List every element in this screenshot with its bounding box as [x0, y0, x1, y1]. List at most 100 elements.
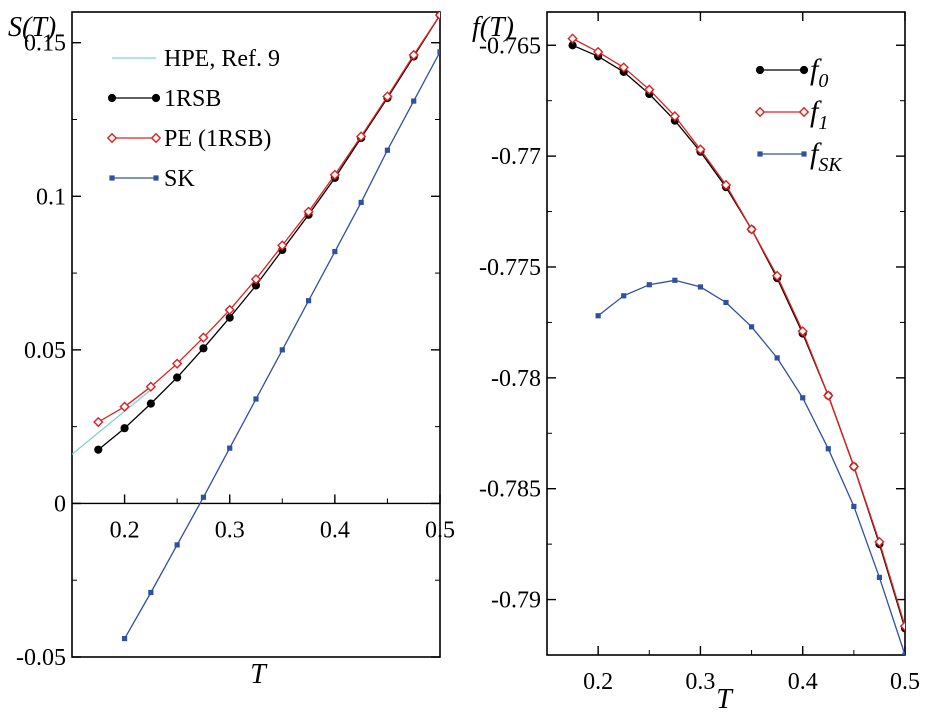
series-f1: [567, 33, 905, 632]
y-tick-label: -0.765: [479, 33, 541, 59]
legend-marker: [801, 151, 807, 157]
legend-label: 1RSB: [164, 86, 221, 112]
x-tick-label: 0.4: [320, 517, 350, 543]
data-point: [720, 179, 732, 191]
y-axis-title: f(T): [472, 12, 514, 43]
data-point: [279, 347, 285, 353]
x-tick-label: 0.3: [685, 669, 715, 695]
data-point: [899, 620, 905, 632]
y-axis-title: S(T): [8, 12, 56, 43]
y-tick-label: -0.79: [491, 588, 541, 614]
data-point: [277, 240, 288, 251]
data-point: [227, 445, 233, 451]
legend-label: fSK: [810, 137, 843, 176]
data-point: [411, 98, 417, 104]
series-line: [572, 38, 905, 627]
y-tick-label: 0.05: [24, 338, 66, 364]
data-point: [851, 503, 857, 510]
data-point: [800, 395, 806, 401]
data-point: [621, 293, 627, 299]
data-point: [774, 355, 780, 361]
legend-marker: [107, 93, 117, 103]
data-point: [669, 111, 681, 122]
x-tick-label: 0.5: [890, 669, 920, 695]
series-line: [97, 14, 440, 451]
y-tick-label: -0.775: [479, 255, 541, 281]
data-point: [723, 299, 729, 306]
data-point: [148, 589, 154, 596]
data-point: [797, 326, 808, 337]
legend-marker: [799, 65, 809, 75]
data-point: [697, 284, 704, 290]
data-point: [173, 373, 182, 382]
x-tick-label: 0.2: [110, 517, 140, 543]
data-point: [253, 396, 259, 402]
data-point: [224, 304, 235, 316]
legend-label: SK: [164, 166, 195, 192]
y-tick-label: -0.78: [491, 366, 541, 392]
data-point: [174, 542, 180, 548]
x-tick-label: 0.5: [425, 517, 455, 543]
data-point: [250, 274, 262, 285]
data-point: [695, 144, 706, 155]
data-point: [902, 652, 905, 655]
y-tick-label: -0.785: [479, 477, 541, 503]
legend-marker: [757, 151, 763, 157]
data-point: [592, 46, 604, 58]
y-tick-label: 0.1: [36, 184, 66, 210]
data-point: [358, 199, 364, 206]
legend-marker: [109, 175, 115, 181]
data-point: [748, 324, 755, 330]
data-point: [145, 381, 157, 392]
legend-marker: [755, 65, 765, 75]
plot-frame: [71, 11, 441, 658]
data-point: [199, 344, 208, 353]
data-point: [874, 536, 885, 548]
data-point: [848, 461, 860, 472]
series-pe-1rsb-: [93, 12, 440, 428]
data-point: [355, 131, 367, 142]
x-axis-title: T: [250, 659, 268, 690]
data-point: [771, 270, 783, 282]
data-point: [119, 401, 130, 412]
y-tick-label: 0: [54, 491, 66, 517]
data-point: [332, 248, 338, 255]
legend-label: PE (1RSB): [164, 126, 271, 152]
data-point: [171, 358, 183, 369]
data-point: [305, 298, 312, 304]
data-point: [93, 416, 104, 428]
y-tick-label: -0.05: [16, 645, 66, 671]
data-point: [644, 84, 655, 95]
data-point: [825, 446, 831, 452]
data-point: [567, 33, 578, 44]
data-point: [382, 91, 393, 102]
data-point: [120, 424, 129, 433]
data-point: [434, 12, 440, 21]
data-point: [384, 147, 391, 153]
data-point: [595, 313, 601, 319]
data-point: [823, 390, 834, 401]
y-tick-label: -0.77: [491, 144, 541, 170]
legend-marker: [798, 106, 810, 118]
series-fsk: [595, 277, 905, 655]
data-point: [329, 169, 341, 180]
data-point: [198, 332, 209, 343]
x-tick-label: 0.4: [788, 669, 818, 695]
data-point: [437, 49, 440, 55]
legend: HPE, Ref. 9 1RSB PE (1RSB) SK: [106, 46, 280, 192]
legend-marker: [153, 175, 159, 181]
data-point: [746, 224, 757, 235]
legend-marker: [151, 93, 161, 103]
legend-marker: [754, 106, 766, 118]
data-point: [618, 62, 629, 73]
chart-panel-1: 0.2 0.3 0.4 0.5 -0.05 0 0.05 0.1 0.15S(T) T HPE, R…: [8, 11, 455, 690]
data-point: [303, 206, 314, 217]
series-f0: [568, 41, 905, 633]
x-tick-label: 0.2: [583, 669, 613, 695]
series-line: [597, 279, 905, 655]
legend-marker: [150, 132, 162, 144]
x-axis-title: T: [716, 684, 734, 715]
series-line: [572, 44, 905, 629]
